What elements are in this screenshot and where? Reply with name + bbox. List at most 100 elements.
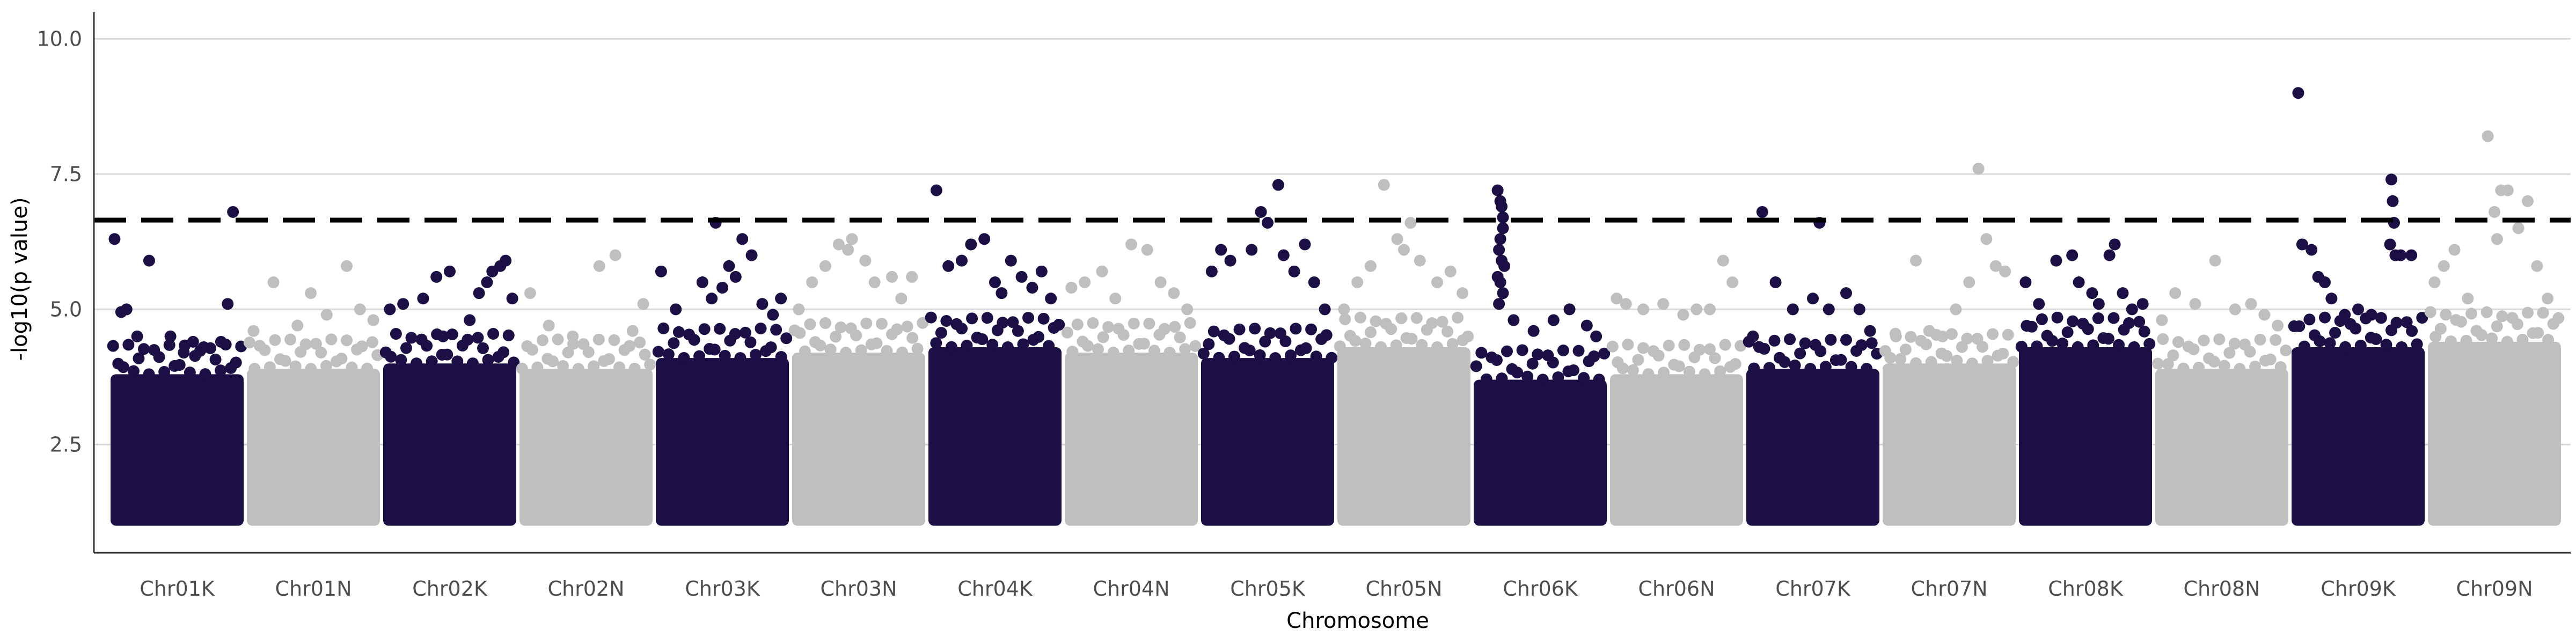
data-point	[729, 270, 742, 283]
axes	[93, 12, 2571, 554]
data-point	[1690, 303, 1703, 316]
data-point	[2491, 233, 2503, 245]
band-edge-point	[2434, 323, 2447, 335]
band-edge-point	[2476, 329, 2488, 341]
band-edge-point	[1925, 356, 1937, 368]
band-edge-point	[1365, 326, 1377, 339]
band-edge-point	[2516, 333, 2529, 346]
data-point	[1853, 303, 1865, 316]
data-point	[868, 276, 881, 288]
x-tick-labels: Chr01K Chr01N Chr02K Chr02N Chr03K Chr03N Chr0…	[140, 577, 2533, 601]
data-point	[1580, 319, 1593, 332]
data-point	[397, 298, 409, 310]
band-edge-point	[2157, 333, 2169, 345]
band-edge-point	[891, 323, 903, 335]
x-tick-label: Chr06N	[1638, 577, 1715, 601]
band-edge-point	[1284, 349, 1297, 362]
data-point	[2169, 287, 2182, 299]
band-edge-point	[2172, 336, 2184, 348]
band-edge-point	[1789, 359, 1801, 371]
data-point	[473, 287, 485, 299]
band-edge-point	[1436, 316, 1448, 328]
band-edge-point	[729, 328, 741, 340]
x-tick-label: Chr05N	[1365, 577, 1442, 601]
band-edge-point	[310, 338, 322, 350]
band-edge-point	[502, 329, 515, 341]
band-edge-point	[2102, 333, 2114, 345]
band-edge-point	[552, 333, 564, 346]
band-edge-point	[1663, 339, 1675, 352]
band-edge-point	[395, 354, 407, 366]
band-edge-point	[1845, 361, 1857, 373]
data-point	[115, 306, 127, 318]
data-point	[2126, 303, 2138, 316]
x-tick-label: Chr07K	[1775, 577, 1851, 601]
band-edge-point	[634, 336, 646, 349]
band-edge-point	[320, 360, 332, 372]
band-edge-point	[385, 350, 397, 363]
data-point	[1497, 287, 1509, 299]
data-point	[1444, 265, 1457, 277]
data-point	[367, 314, 379, 326]
band-edge-point	[824, 343, 837, 356]
band-edge-point	[1894, 353, 1907, 365]
band-edge-point	[279, 355, 291, 367]
y-tick-label: 7.5	[50, 162, 82, 186]
band-edge-point	[1521, 370, 1534, 383]
band-edge-point	[289, 360, 302, 372]
band-edge-point	[672, 326, 685, 338]
band-edge-point	[2036, 313, 2048, 325]
data-point	[2066, 249, 2079, 261]
data-point	[481, 276, 493, 288]
data-point	[1365, 260, 1377, 272]
band-edge-point	[1997, 347, 2009, 360]
data-point	[464, 314, 476, 326]
band-edge-point	[1865, 337, 1878, 349]
band-edge-point	[1729, 358, 1741, 370]
data-point	[2245, 298, 2257, 310]
data-point	[793, 303, 805, 316]
band-edge-point	[2390, 317, 2403, 329]
y-tick-label: 10.0	[36, 27, 82, 50]
band-edge-point	[1128, 317, 1140, 330]
band-edge-point	[1169, 321, 1181, 333]
band-edge-point	[1572, 345, 1585, 357]
data-point	[506, 292, 518, 305]
data-point	[227, 206, 239, 218]
band-edge-point	[2350, 323, 2362, 335]
band-edge-point	[516, 362, 528, 375]
band-edge-point	[143, 368, 155, 380]
band-edge-point	[2314, 335, 2326, 347]
data-point	[143, 254, 155, 267]
x-tick-label: Chr09N	[2456, 577, 2533, 601]
band-edge-point	[744, 336, 757, 348]
data-point	[1224, 254, 1236, 267]
band-edge-point	[804, 318, 816, 331]
data-point	[930, 184, 942, 196]
data-point	[1493, 244, 1505, 256]
data-point	[1262, 217, 1274, 229]
data-point	[2542, 292, 2554, 305]
band-edge-point	[1616, 362, 1629, 375]
band-edge-point	[794, 327, 806, 339]
band-edge-point	[1441, 325, 1454, 338]
band-edge-point	[2007, 356, 2019, 368]
data-point	[832, 238, 845, 251]
band-edge-point	[2486, 332, 2498, 345]
band-edge-point	[608, 334, 620, 346]
data-point	[723, 260, 735, 272]
band-edge-point	[1622, 339, 1634, 351]
band-edge-point	[1269, 352, 1282, 364]
band-edge-point	[299, 338, 312, 350]
data-point	[1168, 287, 1180, 299]
band-edge-point	[662, 348, 675, 361]
data-point	[859, 254, 872, 267]
data-point	[247, 325, 260, 337]
band-edge-point	[1532, 348, 1544, 361]
band-edge-point	[1825, 334, 1837, 346]
data-point	[430, 270, 443, 283]
band-edge-point	[1501, 345, 1513, 357]
band-edge-point	[1652, 349, 1665, 362]
band-edge-point	[173, 358, 186, 371]
